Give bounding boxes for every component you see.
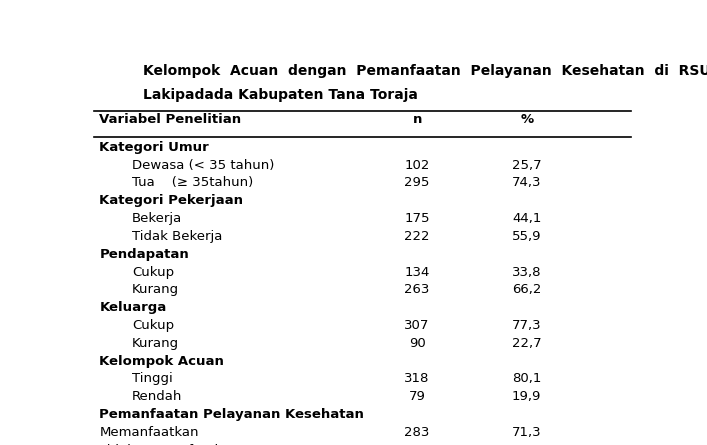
Text: 102: 102	[404, 158, 430, 172]
Text: Cukup: Cukup	[132, 319, 175, 332]
Text: Bekerja: Bekerja	[132, 212, 182, 225]
Text: 19,9: 19,9	[512, 390, 542, 403]
Text: Pemanfaatan Pelayanan Kesehatan: Pemanfaatan Pelayanan Kesehatan	[99, 408, 364, 421]
Text: 263: 263	[404, 283, 430, 296]
Text: Rendah: Rendah	[132, 390, 182, 403]
Text: 222: 222	[404, 230, 430, 243]
Text: 77,3: 77,3	[512, 319, 542, 332]
Text: Lakipadada Kabupaten Tana Toraja: Lakipadada Kabupaten Tana Toraja	[144, 89, 418, 102]
Text: 66,2: 66,2	[512, 283, 542, 296]
Text: 71,3: 71,3	[512, 426, 542, 439]
Text: 33,8: 33,8	[512, 266, 542, 279]
Text: 90: 90	[409, 337, 426, 350]
Text: Memanfaatkan: Memanfaatkan	[99, 426, 199, 439]
Text: Cukup: Cukup	[132, 266, 175, 279]
Text: Kelompok  Acuan  dengan  Pemanfaatan  Pelayanan  Kesehatan  di  RSUD: Kelompok Acuan dengan Pemanfaatan Pelaya…	[144, 64, 707, 78]
Text: Kurang: Kurang	[132, 283, 180, 296]
Text: Kategori Umur: Kategori Umur	[99, 141, 209, 154]
Text: Pendapatan: Pendapatan	[99, 248, 189, 261]
Text: Kurang: Kurang	[132, 337, 180, 350]
Text: 55,9: 55,9	[512, 230, 542, 243]
Text: 307: 307	[404, 319, 430, 332]
Text: 79: 79	[409, 390, 426, 403]
Text: 22,7: 22,7	[512, 337, 542, 350]
Text: Tidak Memanfaatkan: Tidak Memanfaatkan	[99, 444, 239, 445]
Text: Tidak Bekerja: Tidak Bekerja	[132, 230, 223, 243]
Text: 318: 318	[404, 372, 430, 385]
Text: Keluarga: Keluarga	[99, 301, 167, 314]
Text: Kategori Pekerjaan: Kategori Pekerjaan	[99, 194, 243, 207]
Text: 295: 295	[404, 176, 430, 190]
Text: 80,1: 80,1	[512, 372, 542, 385]
Text: Tinggi: Tinggi	[132, 372, 173, 385]
Text: 44,1: 44,1	[512, 212, 542, 225]
Text: Dewasa (< 35 tahun): Dewasa (< 35 tahun)	[132, 158, 274, 172]
Text: 25,7: 25,7	[512, 158, 542, 172]
Text: 175: 175	[404, 212, 430, 225]
Text: Variabel Penelitian: Variabel Penelitian	[99, 113, 242, 126]
Text: 134: 134	[404, 266, 430, 279]
Text: Tua    (≥ 35tahun): Tua (≥ 35tahun)	[132, 176, 253, 190]
Text: n: n	[412, 113, 422, 126]
Text: %: %	[520, 113, 533, 126]
Text: 74,3: 74,3	[512, 176, 542, 190]
Text: 114: 114	[404, 444, 430, 445]
Text: 28,7: 28,7	[512, 444, 542, 445]
Text: 283: 283	[404, 426, 430, 439]
Text: Kelompok Acuan: Kelompok Acuan	[99, 355, 224, 368]
